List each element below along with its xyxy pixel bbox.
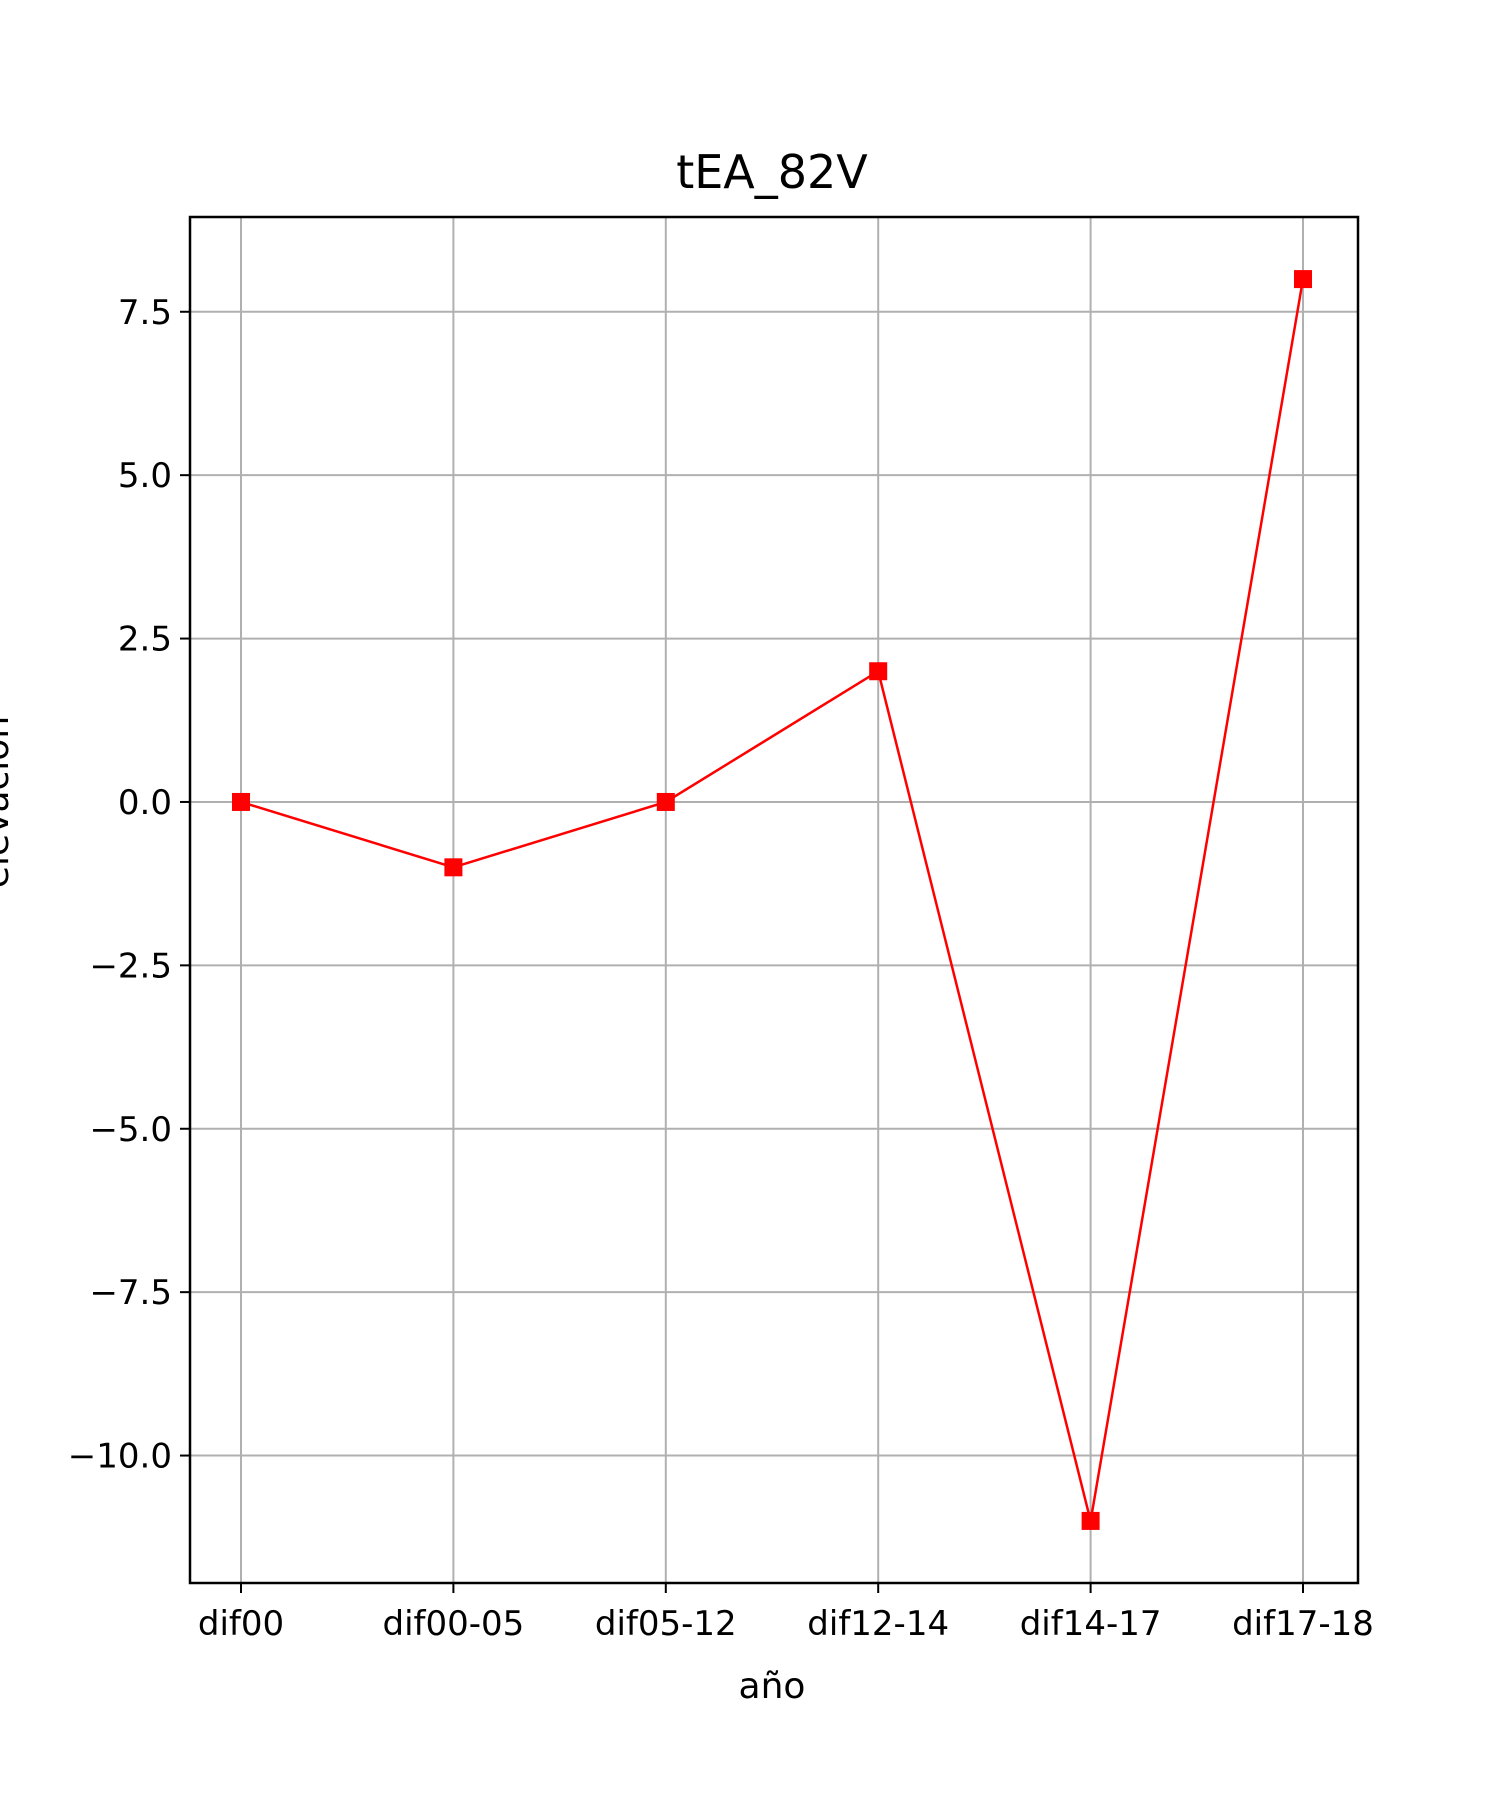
data-point-marker bbox=[444, 858, 463, 877]
grid-lines bbox=[190, 217, 1358, 1583]
y-tick-label: −7.5 bbox=[89, 1273, 172, 1313]
y-tick-label: −5.0 bbox=[89, 1110, 172, 1150]
y-tick-label: 5.0 bbox=[118, 456, 172, 496]
y-axis-ticks: −10.0 −7.5 −5.0 −2.5 0.0 2.5 5.0 7.5 bbox=[68, 293, 190, 1477]
x-tick-label: dif00 bbox=[198, 1604, 284, 1644]
x-axis-ticks: dif00 dif00-05 dif05-12 dif12-14 dif14-17 dif… bbox=[198, 1583, 1374, 1644]
x-tick-label: dif00-05 bbox=[383, 1604, 525, 1644]
data-point-marker bbox=[232, 792, 250, 811]
data-point-marker bbox=[1081, 1511, 1100, 1530]
y-tick-label: 0.0 bbox=[118, 783, 172, 823]
x-tick-label: dif14-17 bbox=[1020, 1604, 1162, 1644]
y-tick-label: 2.5 bbox=[118, 620, 172, 660]
plot-frame bbox=[188, 215, 1360, 1585]
x-axis-label: año bbox=[739, 1666, 806, 1707]
y-tick-label: −10.0 bbox=[68, 1437, 172, 1477]
x-tick-label: dif17-18 bbox=[1232, 1604, 1374, 1644]
series-layer bbox=[232, 270, 1312, 1530]
x-tick-label: dif05-12 bbox=[595, 1604, 737, 1644]
x-tick-label: dif12-14 bbox=[807, 1604, 949, 1644]
y-axis-label: elevación bbox=[0, 716, 17, 888]
data-point-marker bbox=[656, 792, 675, 811]
data-point-marker bbox=[869, 662, 888, 681]
y-tick-label: 7.5 bbox=[118, 293, 172, 333]
y-tick-label: −2.5 bbox=[89, 946, 172, 986]
series-line bbox=[240, 278, 1305, 1522]
data-point-marker bbox=[1294, 270, 1312, 289]
chart-title: tEA_82V bbox=[676, 145, 868, 199]
